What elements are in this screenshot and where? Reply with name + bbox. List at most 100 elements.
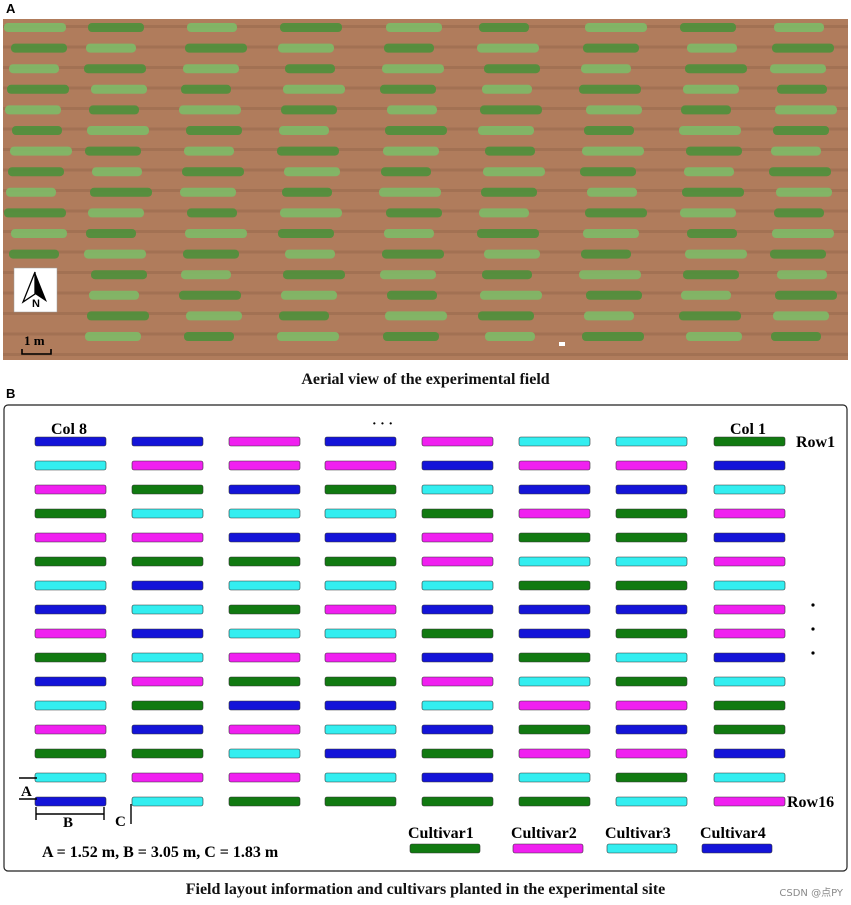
- aerial-plot: [385, 311, 447, 321]
- north-arrow-icon: [35, 272, 47, 302]
- plot-r11-c8: [34, 676, 107, 687]
- white-marker: [559, 342, 565, 346]
- legend-swatch-cultivar4: [701, 843, 773, 854]
- plot-r14-c3: [518, 748, 591, 759]
- plot-r9-c1: [713, 628, 786, 639]
- aerial-plot: [381, 167, 431, 177]
- aerial-plot: [682, 187, 744, 197]
- plot-r13-c4: [421, 724, 494, 735]
- scale-line: [21, 349, 52, 355]
- aerial-plot: [774, 208, 824, 218]
- aerial-plot: [586, 290, 642, 300]
- plot-r12-c3: [518, 700, 591, 711]
- plot-r10-c5: [324, 652, 397, 663]
- panel-a-letter: A: [6, 1, 16, 16]
- aerial-plot: [186, 311, 242, 321]
- aerial-plot: [12, 126, 62, 135]
- plot-r8-c4: [421, 604, 494, 615]
- plot-r8-c5: [324, 604, 397, 615]
- aerial-plot: [11, 43, 67, 53]
- legend-label-cultivar2: Cultivar2: [511, 825, 577, 842]
- aerial-plot: [581, 249, 631, 259]
- plot-r2-c7: [131, 460, 204, 471]
- plot-r1-c2: [615, 436, 688, 447]
- legend-label-cultivar4: Cultivar4: [700, 825, 766, 842]
- aerial-plot: [586, 105, 642, 115]
- aerial-plot: [280, 23, 342, 32]
- plot-r7-c1: [713, 580, 786, 591]
- aerial-plot: [770, 249, 826, 259]
- plot-r7-c6: [228, 580, 301, 591]
- north-label: N: [32, 298, 40, 310]
- plot-r4-c2: [615, 508, 688, 519]
- plot-r15-c7: [131, 772, 204, 783]
- aerial-plot: [379, 187, 441, 197]
- plot-r16-c3: [518, 796, 591, 807]
- watermark: CSDN @点PY: [779, 888, 843, 899]
- plot-r6-c2: [615, 556, 688, 567]
- aerial-plot: [480, 290, 542, 300]
- plot-r3-c4: [421, 484, 494, 495]
- plot-r13-c5: [324, 724, 397, 735]
- plot-r1-c3: [518, 436, 591, 447]
- aerial-plot: [776, 187, 832, 197]
- plot-r11-c5: [324, 676, 397, 687]
- aerial-plot: [579, 84, 641, 94]
- soil-band: [3, 353, 848, 356]
- plot-r1-c7: [131, 436, 204, 447]
- aerial-plot: [180, 187, 236, 197]
- column-ellipsis: · · ·: [372, 417, 393, 432]
- aerial-plot: [187, 23, 237, 32]
- aerial-plot: [179, 105, 241, 115]
- plot-r11-c4: [421, 676, 494, 687]
- plot-r12-c8: [34, 700, 107, 711]
- aerial-plot: [89, 290, 139, 300]
- aerial-plot: [278, 229, 334, 238]
- aerial-plot: [582, 146, 644, 156]
- plot-r14-c1: [713, 748, 786, 759]
- aerial-plot: [773, 311, 829, 321]
- aerial-plot: [181, 270, 231, 280]
- aerial-plot: [181, 84, 231, 94]
- aerial-plot: [280, 208, 342, 218]
- plot-r15-c5: [324, 772, 397, 783]
- aerial-plot: [382, 64, 444, 74]
- aerial-plot: [479, 23, 529, 32]
- plot-r6-c3: [518, 556, 591, 567]
- aerial-plot: [88, 23, 144, 32]
- plot-r13-c3: [518, 724, 591, 735]
- aerial-plot: [278, 43, 334, 53]
- plot-r9-c6: [228, 628, 301, 639]
- plot-r13-c7: [131, 724, 204, 735]
- plot-r4-c3: [518, 508, 591, 519]
- plot-r16-c1: [713, 796, 786, 807]
- aerial-plot: [277, 146, 339, 156]
- aerial-plot: [89, 105, 139, 115]
- legend-swatch-cultivar3: [606, 843, 678, 854]
- plot-r8-c6: [228, 604, 301, 615]
- aerial-plot: [85, 332, 141, 341]
- legend-swatch-cultivar2: [512, 843, 584, 854]
- plot-r16-c4: [421, 796, 494, 807]
- plot-r13-c6: [228, 724, 301, 735]
- aerial-plot: [85, 146, 141, 156]
- plot-r4-c7: [131, 508, 204, 519]
- plot-grid: [34, 436, 786, 807]
- aerial-plot: [9, 64, 59, 74]
- plot-r7-c4: [421, 580, 494, 591]
- aerial-plot: [6, 187, 56, 197]
- aerial-plot: [283, 84, 345, 94]
- plot-r4-c6: [228, 508, 301, 519]
- aerial-plot: [585, 208, 647, 218]
- aerial-plot: [775, 290, 837, 300]
- plot-r5-c7: [131, 532, 204, 543]
- plot-r7-c3: [518, 580, 591, 591]
- aerial-plot: [482, 270, 532, 280]
- plot-r14-c2: [615, 748, 688, 759]
- aerial-plot: [777, 270, 827, 280]
- plot-r11-c3: [518, 676, 591, 687]
- plot-r9-c8: [34, 628, 107, 639]
- plot-r6-c5: [324, 556, 397, 567]
- aerial-plot: [480, 105, 542, 115]
- plot-r8-c2: [615, 604, 688, 615]
